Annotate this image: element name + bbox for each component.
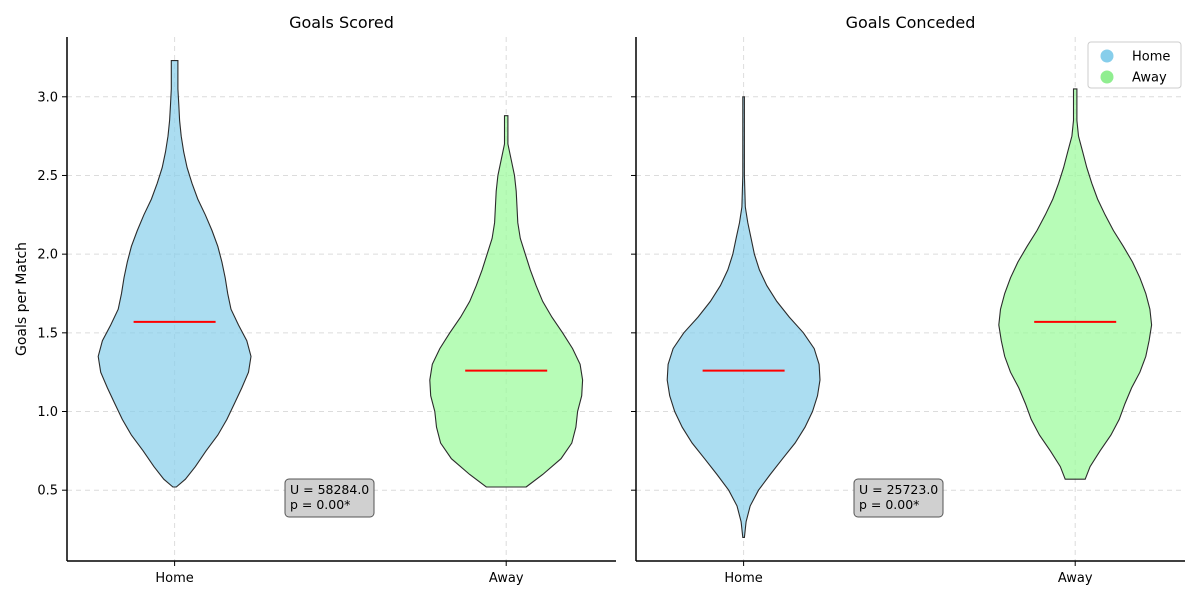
- stats-text: p = 0.00*: [290, 497, 350, 512]
- x-tick-label: Away: [1058, 571, 1093, 586]
- subplot-title: Goals Conceded: [846, 13, 976, 32]
- stats-text: p = 0.00*: [859, 497, 919, 512]
- legend: Home Away: [1087, 41, 1182, 89]
- stats-text: U = 25723.0: [859, 482, 938, 497]
- subplot-1: 0.5 1.0 1.5 2.0 2.5 3.0 Home Away Goals Scored Go…: [14, 13, 616, 586]
- y-tick-label: 1.5: [37, 326, 58, 341]
- y-tick-label: 1.0: [37, 405, 58, 420]
- x-tick-label: Home: [155, 571, 193, 586]
- violin-home: [666, 96, 821, 538]
- subplot-title: Goals Scored: [289, 13, 394, 32]
- legend-marker-home: [1100, 49, 1114, 63]
- violin-away: [998, 88, 1153, 480]
- y-tick-label: 0.5: [37, 484, 58, 499]
- legend-label: Home: [1132, 50, 1170, 65]
- y-tick-label: 2.5: [37, 169, 58, 184]
- violin-home: [97, 60, 252, 488]
- legend-label: Away: [1132, 71, 1167, 86]
- stats-text: U = 58284.0: [290, 482, 369, 497]
- x-tick-label: Away: [489, 571, 524, 586]
- stats-box: [284, 478, 375, 518]
- y-axis-label: Goals per Match: [14, 242, 30, 356]
- subplot-2: Home Away Goals Conceded U = 25723.0p = 0.0…: [631, 13, 1185, 586]
- y-tick-label: 3.0: [37, 90, 58, 105]
- stats-box: [853, 478, 944, 518]
- x-tick-label: Home: [724, 571, 762, 586]
- violin-away: [429, 115, 584, 488]
- legend-marker-away: [1100, 70, 1114, 84]
- y-tick-label: 2.0: [37, 248, 58, 263]
